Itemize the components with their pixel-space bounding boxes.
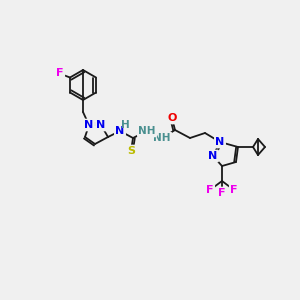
Text: N: N — [116, 126, 124, 136]
Text: NH: NH — [138, 126, 156, 136]
Text: N: N — [208, 151, 217, 161]
Text: S: S — [127, 146, 135, 156]
Text: N: N — [84, 120, 94, 130]
Text: H: H — [121, 120, 129, 130]
Text: F: F — [230, 185, 238, 195]
Text: N: N — [96, 120, 106, 130]
Text: N: N — [215, 137, 225, 147]
Text: NH: NH — [153, 133, 171, 143]
Text: F: F — [56, 68, 64, 77]
Text: F: F — [218, 188, 226, 198]
Text: O: O — [167, 113, 177, 123]
Text: F: F — [206, 185, 214, 195]
